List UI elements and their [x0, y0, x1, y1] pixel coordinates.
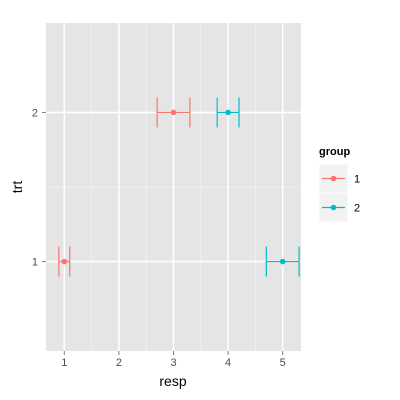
errorbar-group-2 — [216, 97, 240, 128]
y-tick-label: 1 — [32, 257, 38, 269]
legend-key-point — [330, 204, 337, 211]
legend-key-point — [330, 175, 337, 182]
errorbar-group-1 — [58, 246, 71, 277]
legend-entry-2: 2 — [318, 192, 360, 223]
x-axis: 1 2 3 4 5 — [61, 351, 286, 369]
x-tick-label: 2 — [116, 357, 122, 369]
x-tick-label: 1 — [61, 357, 67, 369]
grid-major — [46, 23, 301, 351]
x-axis-title: resp — [159, 373, 186, 389]
errorbar-group-1 — [156, 97, 191, 128]
legend-label: 1 — [354, 174, 360, 186]
x-tick-label: 5 — [280, 357, 286, 369]
grid-minor — [46, 23, 301, 351]
legend-title: group — [319, 146, 350, 158]
data-point — [279, 258, 286, 265]
legend-label: 2 — [354, 203, 360, 215]
chart-marks — [58, 97, 300, 277]
legend: group 12 — [318, 146, 360, 223]
data-point — [61, 258, 68, 265]
y-axis: 12 — [32, 107, 46, 269]
x-tick-label: 3 — [170, 357, 176, 369]
data-point — [170, 109, 177, 116]
data-point — [225, 109, 231, 116]
y-tick-label: 2 — [32, 107, 38, 119]
legend-entry-1: 1 — [318, 163, 360, 194]
legend-entries: 12 — [318, 163, 360, 223]
errorbar-group-2 — [265, 246, 300, 277]
y-axis-title: trt — [9, 181, 25, 194]
x-tick-label: 4 — [225, 357, 231, 369]
